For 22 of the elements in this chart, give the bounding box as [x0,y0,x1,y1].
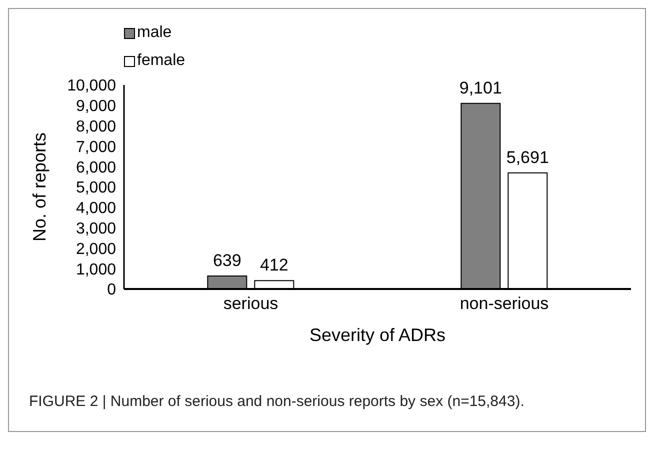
y-tick-label: 8,000 [76,118,116,136]
y-axis-title: No. of reports [29,132,50,242]
y-tick-label: 10,000 [67,78,116,95]
y-tick-label: 7,000 [76,138,116,156]
data-label: 5,691 [506,148,549,167]
y-tick-label: 0 [107,282,116,299]
y-tick-label: 4,000 [76,200,116,218]
x-axis-title: Severity of ADRs [309,325,446,345]
data-label: 639 [212,250,242,270]
y-tick-label: 3,000 [76,220,116,238]
data-label: 9,101 [459,78,502,98]
y-tick-label: 9,000 [76,98,116,116]
y-tick-label: 6,000 [76,159,116,176]
legend-label: female [136,51,186,71]
data-label: 412 [260,256,288,275]
x-tick-label: serious [223,294,278,314]
legend-label: male [136,23,173,43]
caption: FIGURE 2 | Number of serious and non-serious reports by sex (n=15,843). [28,392,526,412]
y-tick-label: 1,000 [76,261,116,278]
y-tick-label: 2,000 [76,240,116,258]
y-tick-label: 5,000 [76,180,116,197]
x-tick-label: non-serious [460,294,549,314]
